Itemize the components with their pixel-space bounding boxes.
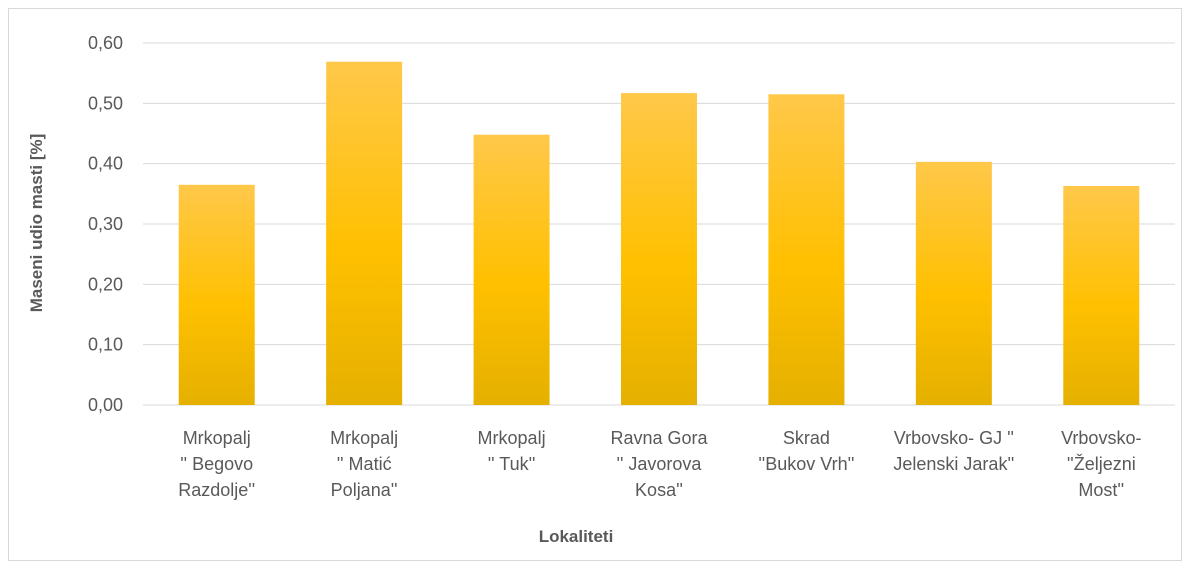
x-category-label: Mrkopalj '' Begovo Razdolje'' [178,428,255,500]
y-tick-label: 0,60 [88,33,123,53]
y-tick-label: 0,00 [88,395,123,415]
x-category-label: Vrbovsko-''Željezni Most'' [1061,428,1141,500]
bar [473,134,550,405]
x-category-label: Skrad ''Bukov Vrh'' [758,428,854,474]
y-tick-label: 0,30 [88,214,123,234]
y-tick-label: 0,10 [88,335,123,355]
bar [326,61,403,405]
bar [621,93,697,406]
x-axis-title: Lokaliteti [539,527,614,546]
x-category-label: Vrbovsko- GJ '' Jelenski Jarak'' [893,428,1014,474]
y-tick-label: 0,50 [88,93,123,113]
x-category-label: Mrkopalj '' Matić Poljana'' [330,428,398,500]
bar [178,184,255,405]
y-axis-ticks: 0,00 0,10 0,20 0,30 0,40 0,50 0,60 [88,33,123,415]
y-tick-label: 0,20 [88,274,123,294]
x-axis-categories: Mrkopalj '' Begovo Razdolje'' Mrkopalj '' Ma… [178,428,1141,500]
y-tick-label: 0,40 [88,154,123,174]
x-category-label: Ravna Gora '' Javorova Kosa'' [610,428,708,500]
y-axis-title: Maseni udio masti [%] [27,134,46,313]
x-category-label: Mrkopalj '' Tuk'' [478,428,546,474]
bars [178,61,1140,406]
bar [915,161,992,405]
bar [768,94,845,406]
bar [1063,185,1140,405]
